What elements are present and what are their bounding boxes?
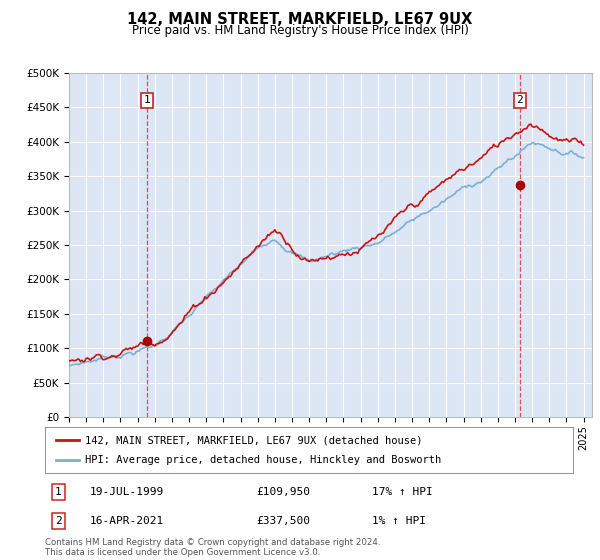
Text: 1: 1 — [55, 487, 62, 497]
Text: 19-JUL-1999: 19-JUL-1999 — [90, 487, 164, 497]
Text: 2: 2 — [517, 95, 523, 105]
Text: 1% ↑ HPI: 1% ↑ HPI — [373, 516, 427, 526]
Text: Price paid vs. HM Land Registry's House Price Index (HPI): Price paid vs. HM Land Registry's House … — [131, 24, 469, 36]
Text: 142, MAIN STREET, MARKFIELD, LE67 9UX: 142, MAIN STREET, MARKFIELD, LE67 9UX — [127, 12, 473, 27]
Text: 16-APR-2021: 16-APR-2021 — [90, 516, 164, 526]
Text: Contains HM Land Registry data © Crown copyright and database right 2024.
This d: Contains HM Land Registry data © Crown c… — [45, 538, 380, 557]
Text: HPI: Average price, detached house, Hinckley and Bosworth: HPI: Average price, detached house, Hinc… — [85, 455, 441, 465]
Text: £109,950: £109,950 — [256, 487, 310, 497]
Text: 1: 1 — [143, 95, 150, 105]
Text: 142, MAIN STREET, MARKFIELD, LE67 9UX (detached house): 142, MAIN STREET, MARKFIELD, LE67 9UX (d… — [85, 435, 422, 445]
Text: 2: 2 — [55, 516, 62, 526]
Text: 17% ↑ HPI: 17% ↑ HPI — [373, 487, 433, 497]
Text: £337,500: £337,500 — [256, 516, 310, 526]
